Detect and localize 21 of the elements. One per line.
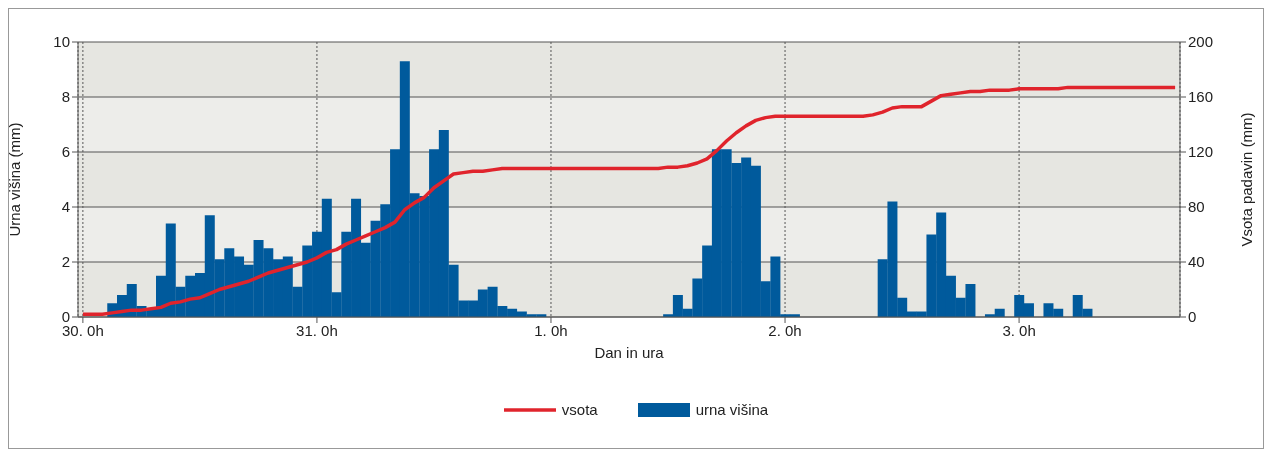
- y2-tick-label: 120: [1188, 143, 1214, 161]
- y-tick-label: 6: [61, 143, 70, 161]
- x-tick-label: 31. 0h: [296, 321, 338, 339]
- legend-label: urna višina: [695, 401, 769, 418]
- y2-axis-title: Vsota padavin (mm): [1238, 112, 1256, 247]
- y-tick-label: 8: [61, 88, 70, 106]
- x-tick-label: 2. 0h: [768, 321, 802, 339]
- y-tick-label: 4: [61, 198, 70, 216]
- y-axis-title: Urna višina (mm): [6, 122, 24, 237]
- legend-label: vsota: [561, 401, 598, 418]
- y2-tick-label: 160: [1188, 88, 1214, 106]
- y-tick-label: 10: [53, 33, 70, 51]
- y2-tick-label: 80: [1188, 198, 1205, 216]
- x-tick-label: 1. 0h: [534, 321, 568, 339]
- y-tick-label: 2: [61, 253, 70, 271]
- y2-tick-label: 200: [1188, 33, 1214, 51]
- line-series: [81, 85, 1177, 316]
- y2-tick-label: 40: [1188, 253, 1205, 271]
- x-tick-label: 3. 0h: [1002, 321, 1036, 339]
- y2-tick-label: 0: [1188, 308, 1197, 326]
- x-axis-title: Dan in ura: [594, 343, 665, 361]
